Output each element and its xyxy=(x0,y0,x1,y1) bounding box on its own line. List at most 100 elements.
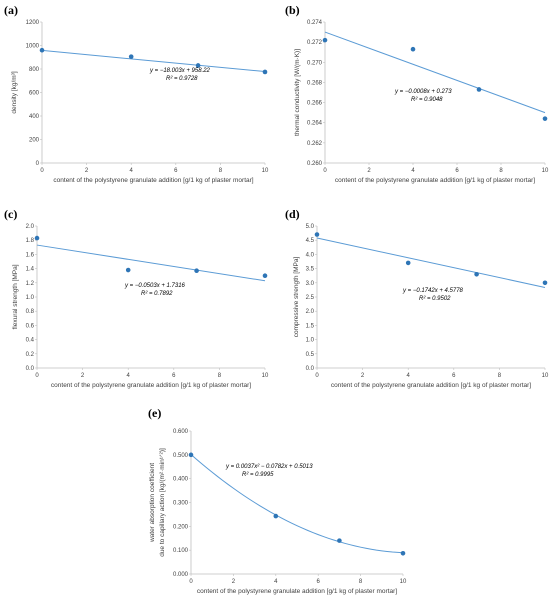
y-tick-label: 200 xyxy=(29,138,40,144)
x-axis-title: content of the polystyrene granulate add… xyxy=(335,177,535,184)
y-tick-label: 0.8 xyxy=(26,309,35,315)
trendline xyxy=(190,454,404,554)
data-point xyxy=(125,267,131,273)
y-tick-label: 0.272 xyxy=(307,40,323,46)
x-tick-label: 10 xyxy=(262,373,269,379)
x-axis-title: content of the polystyrene granulate add… xyxy=(197,588,397,595)
panel-label: (b) xyxy=(285,3,300,17)
y-tick-label: 0.264 xyxy=(307,121,323,127)
y-tick-label: 400 xyxy=(29,114,40,120)
y-tick-label: 1.6 xyxy=(26,252,35,258)
y-tick-label: 0.270 xyxy=(307,60,323,66)
chart-panel-d: (d) 0 2 4 6 8 10 0.0 0.5 1.0 1.5 2.0 2.5 3.0 3.5 4.0 4.5… xyxy=(285,207,549,389)
data-point xyxy=(314,232,320,237)
r-squared-label: R² = 0.7892 xyxy=(141,291,173,297)
y-tick-label: 0.300 xyxy=(173,501,189,507)
y-tick-label: 3.0 xyxy=(306,281,315,287)
x-tick-label: 0 xyxy=(35,373,39,379)
panel-label: (d) xyxy=(285,207,300,221)
data-point xyxy=(39,47,45,53)
y-tick-label: 0.400 xyxy=(173,477,189,483)
y-axis-title: thermal conductivity [W/(m·K)] xyxy=(294,49,301,136)
data-point xyxy=(195,63,201,68)
data-point xyxy=(194,268,199,274)
x-tick-label: 0 xyxy=(323,168,327,174)
x-tick-label: 8 xyxy=(498,373,502,379)
data-point xyxy=(476,87,482,92)
y-tick-label: 4.0 xyxy=(306,252,315,258)
x-tick-label: 6 xyxy=(452,373,456,379)
trendline xyxy=(41,49,266,73)
r-squared-label: R² = 0.9995 xyxy=(242,472,274,478)
x-tick-label: 6 xyxy=(317,579,321,585)
y-axis-title: density [kg/m³] xyxy=(11,71,18,113)
y-tick-label: 1.0 xyxy=(26,295,35,301)
x-tick-label: 8 xyxy=(218,373,222,379)
r-squared-label: R² = 0.9048 xyxy=(411,97,443,103)
x-tick-label: 6 xyxy=(174,168,178,174)
x-tick-label: 8 xyxy=(359,579,363,585)
x-tick-label: 2 xyxy=(361,373,365,379)
x-tick-label: 4 xyxy=(411,168,415,174)
x-tick-label: 4 xyxy=(127,373,131,379)
x-tick-label: 0 xyxy=(315,373,319,379)
x-tick-label: 10 xyxy=(542,373,549,379)
panel-label: (c) xyxy=(4,207,17,221)
x-tick-label: 4 xyxy=(407,373,411,379)
y-tick-label: 1.8 xyxy=(26,238,35,244)
y-tick-label: 0.600 xyxy=(173,429,189,435)
x-tick-label: 2 xyxy=(81,373,85,379)
y-tick-label: 1000 xyxy=(26,44,40,50)
trendline-equation: y = 0.0037x² − 0.0782x + 0.5013 xyxy=(225,464,313,470)
y-tick-label: 2.0 xyxy=(26,224,35,230)
chart-panel-e: (e) 0 2 4 6 8 10 0.000 0.100 0.200 0.300 0.400 0.500… xyxy=(148,406,407,595)
x-tick-label: 0 xyxy=(189,579,193,585)
data-point xyxy=(337,538,342,543)
r-squared-label: R² = 0.9728 xyxy=(166,76,198,82)
y-axis-title: water absorption coefficient xyxy=(149,463,156,543)
x-axis-title: content of the polystyrene granulate add… xyxy=(53,177,253,184)
x-tick-label: 8 xyxy=(219,168,223,174)
x-tick-label: 2 xyxy=(85,168,89,174)
y-tick-label: 0.500 xyxy=(173,453,189,459)
y-tick-label: 0.262 xyxy=(307,141,323,147)
y-tick-label: 0.6 xyxy=(26,323,35,329)
chart-panel-a: (a) 0 2 4 6 8 10 0 200 400 600 800 1000 1200 content o… xyxy=(4,3,269,184)
y-tick-label: 5.0 xyxy=(306,224,315,230)
data-point xyxy=(542,116,548,121)
x-axis-title: content of the polystyrene granulate add… xyxy=(51,382,251,389)
y-tick-label: 0.260 xyxy=(307,161,323,167)
chart-panel-b: (b) 0 2 4 6 8 10 0.260 0.262 0.264 0.266 0.268 0.270… xyxy=(285,3,549,184)
y-tick-label: 2.0 xyxy=(306,309,315,315)
y-tick-label: 1.5 xyxy=(306,323,315,329)
y-tick-label: 600 xyxy=(29,91,40,97)
x-tick-label: 8 xyxy=(499,168,503,174)
y-tick-label: 0.000 xyxy=(173,572,189,578)
trendline xyxy=(316,237,546,288)
y-tick-label: 0 xyxy=(36,161,40,167)
panel-label: (e) xyxy=(148,406,161,420)
y-axis-title: flexural strength [MPa] xyxy=(12,264,19,329)
y-tick-label: 0.274 xyxy=(307,20,323,26)
y-tick-label: 0.2 xyxy=(26,352,35,358)
x-tick-label: 6 xyxy=(172,373,176,379)
trendline-equation: y = −0.0008x + 0.273 xyxy=(394,89,452,95)
y-tick-label: 0.266 xyxy=(307,101,323,107)
panel-label: (a) xyxy=(4,3,18,17)
data-point xyxy=(262,273,268,279)
data-point xyxy=(542,280,548,286)
trendline-equation: y = −18.003x + 958.22 xyxy=(149,68,211,74)
y-tick-label: 1200 xyxy=(26,20,40,26)
y-tick-label: 1.0 xyxy=(306,338,315,344)
y-tick-label: 0.5 xyxy=(306,352,315,358)
x-tick-label: 4 xyxy=(130,168,134,174)
x-axis-title: content of the polystyrene granulate add… xyxy=(331,382,531,389)
data-point xyxy=(128,54,134,59)
y-tick-label: 800 xyxy=(29,67,40,73)
x-tick-label: 6 xyxy=(455,168,459,174)
data-point xyxy=(410,46,416,52)
y-tick-label: 1.4 xyxy=(26,267,35,273)
data-point xyxy=(262,69,268,75)
x-tick-label: 10 xyxy=(542,168,549,174)
